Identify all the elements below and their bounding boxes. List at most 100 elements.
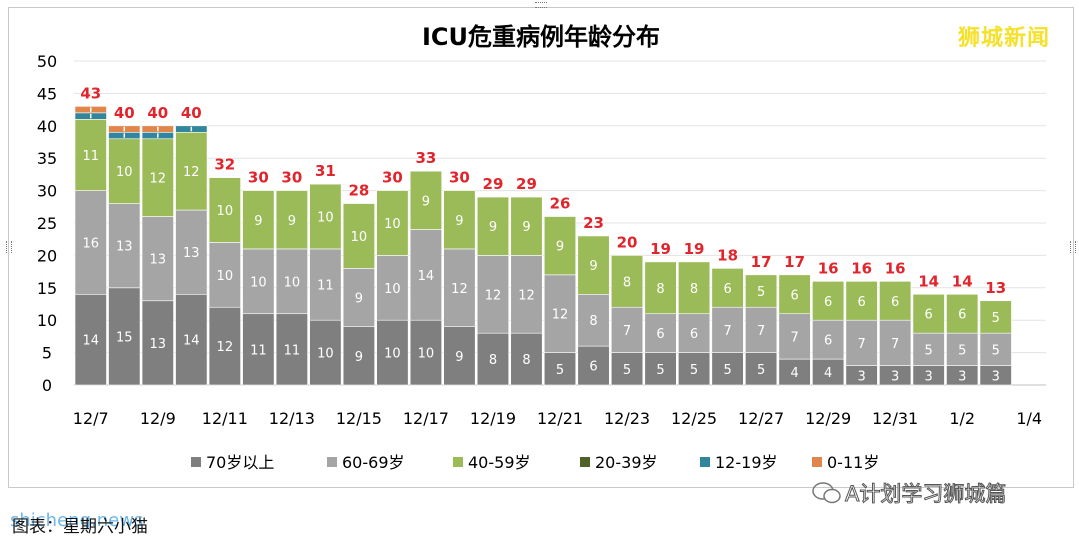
bar-segment	[309, 183, 342, 250]
bar-segment	[577, 235, 610, 295]
bar-total-label: 30	[449, 169, 470, 187]
bar-segment	[275, 190, 308, 250]
bar-segment-label: 10	[418, 347, 435, 362]
bar-segment	[108, 287, 141, 386]
bar-segment-label: 10	[351, 230, 368, 245]
x-tick-label: 12/31	[872, 409, 918, 428]
bar-segment-label: 7	[891, 337, 899, 352]
bar-total-label: 31	[315, 162, 336, 180]
bar-segment-label: 9	[455, 350, 463, 365]
bar-total-label: 19	[684, 240, 705, 258]
bar-segment-label: 10	[317, 211, 334, 226]
site-watermark: 狮城新闻	[958, 26, 1051, 51]
legend-swatch	[327, 457, 337, 467]
y-tick-label: 20	[37, 246, 57, 265]
bar-segment-label: 8	[489, 353, 497, 368]
bar-segment-label: 9	[355, 292, 363, 307]
bar-segment-label: 6	[589, 360, 597, 375]
bar-segment	[74, 293, 107, 386]
x-tick-label: 12/29	[805, 409, 851, 428]
wechat-account-label: A计划学习狮城篇	[844, 482, 1007, 507]
bar-total-label: 43	[80, 84, 101, 102]
legend-swatch	[700, 457, 710, 467]
bar-segment	[845, 281, 878, 321]
bar-segment-label: 10	[384, 347, 401, 362]
bar-total-label: 17	[751, 253, 772, 271]
bar-segment	[778, 313, 811, 360]
bar-segment-label: 6	[824, 295, 832, 310]
x-tick-label: 12/17	[403, 409, 449, 428]
bar-segment	[510, 255, 543, 334]
bar-segment	[912, 293, 945, 334]
bar-segment	[309, 248, 342, 321]
y-tick-label: 10	[37, 311, 57, 330]
bar-segment-label: 5	[757, 363, 765, 378]
bar-segment	[711, 268, 744, 308]
bar-total-label: 32	[214, 156, 235, 174]
y-tick-label: 0	[42, 376, 52, 395]
bar-segment	[678, 261, 711, 315]
resize-handle-top[interactable]	[535, 2, 547, 8]
bar-segment-label: 5	[723, 363, 731, 378]
bar-segment	[610, 352, 644, 386]
bar-total-label: 16	[818, 259, 839, 277]
bar-segment-label: 16	[82, 236, 99, 251]
bar-segment-label: 5	[556, 363, 564, 378]
bar-segment	[644, 352, 677, 386]
bar-segment	[745, 274, 778, 308]
y-tick-label: 15	[37, 279, 57, 298]
bar-segment-label: 13	[150, 337, 167, 352]
resize-handle-left[interactable]	[6, 241, 12, 253]
bar-segment	[543, 274, 577, 353]
bar-segment	[175, 209, 208, 295]
bar-segment	[108, 203, 141, 289]
bar-total-label: 16	[851, 259, 872, 277]
x-tick-label: 12/21	[537, 409, 583, 428]
legend-swatch	[580, 457, 590, 467]
bar-segment	[443, 248, 476, 327]
bar-segment-label: 4	[790, 366, 798, 381]
bar-segment-label: 12	[518, 288, 535, 303]
y-tick-label: 35	[37, 149, 57, 168]
bar-segment	[610, 255, 644, 308]
bar-segment	[778, 274, 811, 315]
bar-segment-label: 9	[355, 350, 363, 365]
bar-segment	[812, 319, 845, 360]
bar-segment-label: 6	[958, 308, 966, 323]
bar-segment-label: 12	[485, 288, 502, 303]
bar-segment	[979, 332, 1012, 366]
bar-total-label: 26	[550, 195, 571, 213]
bar-total-label: 19	[650, 240, 671, 258]
bar-segment-label: 8	[522, 353, 530, 368]
bar-segment	[208, 306, 241, 386]
bar-segment	[476, 255, 510, 334]
x-tick-label: 1/4	[1016, 409, 1042, 428]
legend-swatch	[191, 457, 201, 467]
bar-total-label: 29	[516, 175, 537, 193]
bar-segment-label: 3	[891, 369, 899, 384]
bar-segment	[812, 358, 845, 386]
resize-handle-right[interactable]	[1070, 241, 1076, 253]
bar-segment-label: 4	[824, 366, 832, 381]
bar-segment	[745, 306, 778, 353]
bar-segment-label: 11	[250, 343, 267, 358]
bar-segment	[510, 332, 543, 386]
bar-segment	[242, 190, 275, 250]
bar-segment-label: 3	[958, 369, 966, 384]
bar-segment-label: 5	[925, 343, 933, 358]
bar-segment	[476, 332, 510, 386]
bar-total-label: 14	[918, 272, 939, 290]
bar-segment	[108, 138, 141, 204]
legend-label: 12-19岁	[715, 453, 778, 472]
y-tick-label: 40	[37, 117, 57, 136]
bar-segment	[711, 352, 744, 386]
bar-segment	[376, 255, 409, 321]
bar-total-label: 30	[382, 169, 403, 187]
bar-segment-label: 3	[925, 369, 933, 384]
bar-segment	[208, 242, 241, 308]
bar-segment	[175, 293, 208, 386]
bar-segment-label: 10	[284, 275, 301, 290]
x-tick-label: 12/27	[738, 409, 784, 428]
legend-swatch	[453, 457, 463, 467]
x-tick-label: 12/23	[604, 409, 650, 428]
